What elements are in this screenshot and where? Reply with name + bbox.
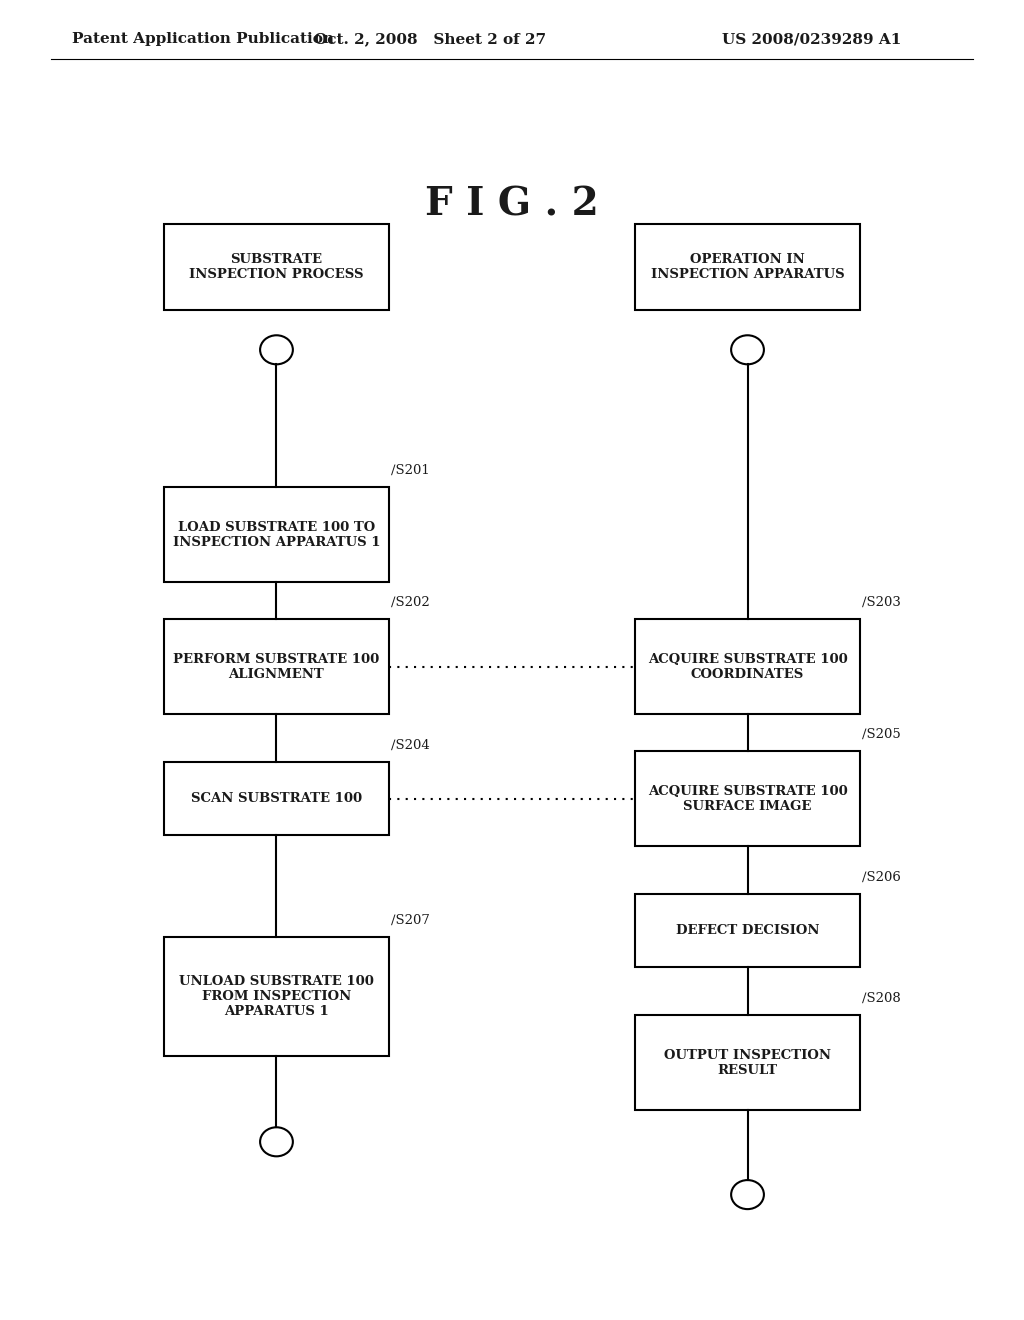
- Text: ∕S204: ∕S204: [391, 739, 430, 751]
- Text: PERFORM SUBSTRATE 100
ALIGNMENT: PERFORM SUBSTRATE 100 ALIGNMENT: [173, 652, 380, 681]
- Ellipse shape: [260, 335, 293, 364]
- Text: ACQUIRE SUBSTRATE 100
COORDINATES: ACQUIRE SUBSTRATE 100 COORDINATES: [647, 652, 848, 681]
- Text: UNLOAD SUBSTRATE 100
FROM INSPECTION
APPARATUS 1: UNLOAD SUBSTRATE 100 FROM INSPECTION APP…: [179, 975, 374, 1018]
- Text: ACQUIRE SUBSTRATE 100
SURFACE IMAGE: ACQUIRE SUBSTRATE 100 SURFACE IMAGE: [647, 784, 848, 813]
- FancyBboxPatch shape: [635, 751, 860, 846]
- Text: ∕S207: ∕S207: [391, 913, 430, 927]
- FancyBboxPatch shape: [635, 619, 860, 714]
- Text: SCAN SUBSTRATE 100: SCAN SUBSTRATE 100: [190, 792, 362, 805]
- Text: ∕S203: ∕S203: [862, 595, 901, 609]
- Ellipse shape: [260, 1127, 293, 1156]
- Text: OUTPUT INSPECTION
RESULT: OUTPUT INSPECTION RESULT: [664, 1048, 831, 1077]
- Text: ∕S208: ∕S208: [862, 991, 901, 1005]
- Text: SUBSTRATE
INSPECTION PROCESS: SUBSTRATE INSPECTION PROCESS: [189, 253, 364, 281]
- FancyBboxPatch shape: [164, 224, 389, 310]
- Text: ∕S205: ∕S205: [862, 727, 901, 741]
- Ellipse shape: [731, 1180, 764, 1209]
- Text: OPERATION IN
INSPECTION APPARATUS: OPERATION IN INSPECTION APPARATUS: [650, 253, 845, 281]
- FancyBboxPatch shape: [164, 763, 389, 836]
- Ellipse shape: [731, 335, 764, 364]
- Text: ∕S206: ∕S206: [862, 871, 901, 884]
- FancyBboxPatch shape: [635, 1015, 860, 1110]
- Text: F I G . 2: F I G . 2: [425, 186, 599, 223]
- Text: ∕S202: ∕S202: [391, 595, 430, 609]
- Text: LOAD SUBSTRATE 100 TO
INSPECTION APPARATUS 1: LOAD SUBSTRATE 100 TO INSPECTION APPARAT…: [173, 520, 380, 549]
- FancyBboxPatch shape: [635, 224, 860, 310]
- Text: Oct. 2, 2008   Sheet 2 of 27: Oct. 2, 2008 Sheet 2 of 27: [314, 32, 546, 46]
- FancyBboxPatch shape: [164, 937, 389, 1056]
- Text: Patent Application Publication: Patent Application Publication: [72, 32, 334, 46]
- FancyBboxPatch shape: [635, 895, 860, 966]
- FancyBboxPatch shape: [164, 619, 389, 714]
- FancyBboxPatch shape: [164, 487, 389, 582]
- Text: US 2008/0239289 A1: US 2008/0239289 A1: [722, 32, 901, 46]
- Text: DEFECT DECISION: DEFECT DECISION: [676, 924, 819, 937]
- Text: ∕S201: ∕S201: [391, 463, 430, 477]
